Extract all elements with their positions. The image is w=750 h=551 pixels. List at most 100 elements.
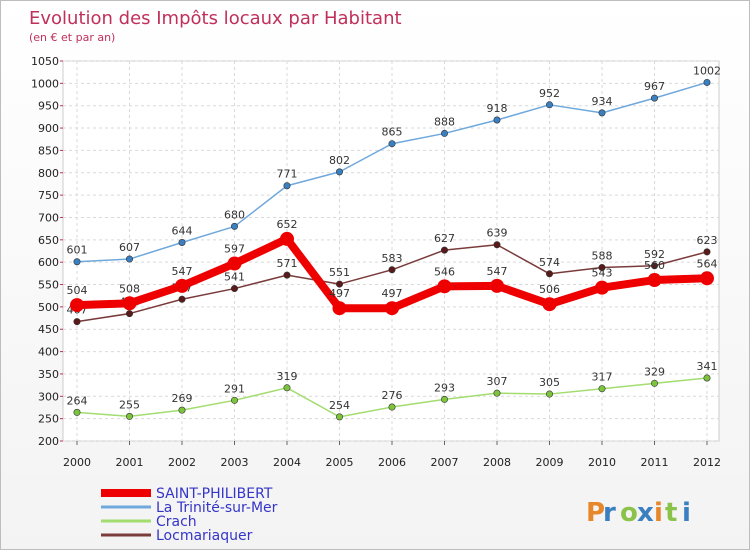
data-point	[545, 390, 553, 398]
x-tick-label: 2006	[378, 456, 406, 469]
data-point	[542, 297, 557, 312]
data-label: 967	[644, 80, 665, 93]
data-point	[595, 280, 609, 295]
data-label: 627	[434, 232, 455, 245]
data-point	[703, 374, 711, 382]
data-label: 497	[329, 287, 350, 300]
data-label: 305	[539, 376, 560, 389]
data-point	[332, 301, 347, 316]
legend-label: SAINT-PHILIBERT	[156, 486, 273, 502]
data-point	[493, 116, 501, 124]
y-tick-label: 550	[38, 279, 59, 292]
data-label: 771	[277, 168, 298, 181]
data-point	[126, 255, 134, 263]
grid	[62, 60, 720, 442]
y-tick-label: 300	[38, 390, 59, 403]
data-point	[598, 109, 606, 117]
data-point	[647, 273, 662, 288]
x-tick-label: 2004	[273, 456, 301, 469]
x-tick-label: 2008	[483, 456, 511, 469]
data-label: 293	[434, 381, 455, 394]
x-tick-label: 2002	[168, 456, 196, 469]
data-label: 571	[277, 257, 298, 270]
data-label: 341	[697, 360, 718, 373]
data-point	[385, 301, 399, 316]
data-label: 497	[382, 287, 403, 300]
x-tick-label: 2007	[431, 456, 459, 469]
data-label: 546	[434, 265, 455, 278]
y-tick-label: 750	[38, 189, 59, 202]
data-point	[598, 385, 606, 393]
data-point	[440, 395, 448, 403]
data-label: 918	[487, 102, 508, 115]
x-tick-label: 2010	[588, 456, 616, 469]
data-point	[227, 256, 242, 271]
data-point	[440, 246, 448, 254]
data-point	[437, 279, 452, 294]
x-tick-label: 2000	[63, 456, 91, 469]
data-label: 888	[434, 115, 455, 128]
data-label: 623	[697, 234, 718, 247]
x-tick-label: 2012	[693, 456, 721, 469]
data-label: 583	[382, 252, 403, 265]
data-label: 597	[224, 243, 245, 256]
logo-letter: o	[620, 498, 638, 528]
data-point	[73, 318, 81, 326]
x-tick-label: 2011	[641, 456, 669, 469]
y-tick-label: 700	[38, 211, 59, 224]
data-label: 254	[329, 399, 350, 412]
axes: 200 250 300 350 400 450 500 550 600 650 700 750 800 8…	[31, 55, 721, 469]
x-tick-label: 2009	[536, 456, 564, 469]
y-tick-label: 250	[38, 413, 59, 426]
data-label: 639	[487, 227, 508, 240]
data-point	[126, 412, 134, 420]
data-point	[231, 396, 239, 404]
y-tick-label: 950	[38, 100, 59, 113]
data-label: 934	[592, 95, 613, 108]
data-point	[175, 278, 189, 293]
data-label: 588	[592, 250, 613, 263]
data-point	[73, 258, 81, 266]
data-point	[493, 241, 501, 249]
y-tick-label: 500	[38, 301, 59, 314]
y-tick-label: 850	[38, 144, 59, 157]
data-point	[650, 94, 658, 102]
y-tick-label: 800	[38, 167, 59, 180]
y-tick-label: 400	[38, 346, 59, 359]
data-point	[280, 231, 294, 246]
data-point	[178, 295, 186, 303]
chart-subtitle: (en € et par an)	[29, 31, 115, 44]
data-point	[70, 298, 84, 313]
data-point	[283, 271, 291, 279]
x-tick-label: 2005	[326, 456, 354, 469]
data-point	[440, 129, 448, 137]
data-point	[703, 78, 711, 86]
legend-label: La Trinité-sur-Mer	[156, 500, 278, 516]
y-tick-label: 350	[38, 368, 59, 381]
data-point	[73, 408, 81, 416]
data-point	[283, 384, 291, 392]
chart-title: Evolution des Impôts locaux par Habitant	[29, 8, 402, 29]
data-point	[126, 310, 134, 318]
data-label: 264	[67, 394, 88, 407]
proxiti-logo: Pr o x i t i	[586, 498, 691, 528]
data-point	[650, 379, 658, 387]
logo-letter: x	[637, 498, 654, 528]
data-label: 276	[382, 389, 403, 402]
data-point	[388, 266, 396, 274]
data-point	[178, 406, 186, 414]
data-label: 329	[644, 365, 665, 378]
logo-letter: P	[586, 498, 605, 528]
data-point	[650, 262, 658, 270]
plot-area	[62, 60, 720, 442]
data-label: 680	[224, 208, 245, 221]
data-label: 541	[224, 271, 245, 284]
data-point	[335, 280, 343, 288]
data-label: 504	[67, 284, 88, 297]
data-label: 601	[67, 244, 88, 257]
data-point	[703, 248, 711, 256]
data-label: 607	[119, 241, 140, 254]
